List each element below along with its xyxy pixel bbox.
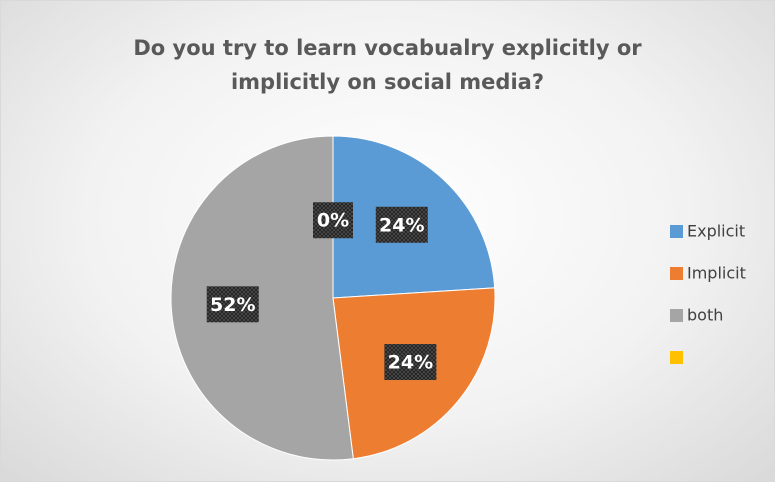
pie-slice: [170, 135, 354, 461]
data-label-box: [375, 206, 428, 243]
chart-title: Do you try to learn vocabualry explicitl…: [133, 36, 642, 94]
data-label: 0%: [317, 210, 349, 232]
data-label: 24%: [388, 352, 433, 374]
legend-label: Explicit: [687, 222, 745, 241]
data-label-box: [313, 202, 353, 239]
legend-swatch: [670, 351, 683, 364]
legend-label: Implicit: [687, 264, 746, 283]
data-label: 24%: [379, 214, 424, 236]
legend-swatch: [670, 225, 683, 238]
legend-label: both: [687, 306, 723, 325]
legend-swatch: [670, 309, 683, 322]
legend-swatch: [670, 267, 683, 280]
data-label-box: [206, 286, 259, 323]
data-label-box: [384, 344, 437, 381]
data-label: 52%: [210, 294, 255, 316]
